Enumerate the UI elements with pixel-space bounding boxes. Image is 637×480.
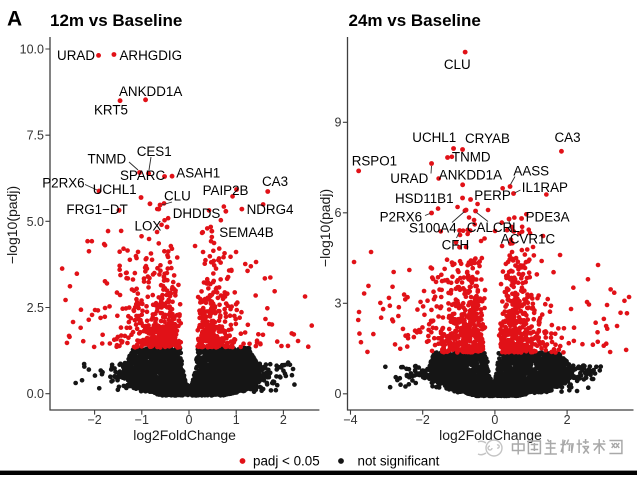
svg-text:HSD11B1: HSD11B1 — [395, 191, 454, 206]
svg-text:CRYAB: CRYAB — [465, 131, 510, 146]
svg-text:2.5: 2.5 — [27, 301, 44, 315]
svg-text:−4: −4 — [343, 413, 357, 427]
svg-text:−1: −1 — [135, 413, 149, 427]
svg-text:ANKDD1A: ANKDD1A — [439, 167, 502, 182]
svg-text:CLU: CLU — [164, 189, 191, 204]
svg-text:9: 9 — [335, 116, 342, 130]
svg-text:CALCRL: CALCRL — [467, 220, 520, 235]
svg-text:padj < 0.05: padj < 0.05 — [253, 453, 320, 468]
svg-text:24m vs Baseline: 24m vs Baseline — [349, 11, 481, 30]
svg-text:TNMD: TNMD — [88, 151, 127, 166]
svg-text:not significant: not significant — [358, 453, 440, 468]
svg-text:6: 6 — [335, 206, 342, 220]
svg-text:PDE3A: PDE3A — [526, 209, 570, 224]
svg-text:ARHGDIG: ARHGDIG — [120, 48, 183, 63]
svg-text:log2FoldChange: log2FoldChange — [439, 427, 542, 443]
svg-text:−2: −2 — [416, 413, 430, 427]
svg-text:A: A — [7, 8, 22, 31]
svg-text:0.0: 0.0 — [27, 387, 44, 401]
svg-text:LOX: LOX — [135, 219, 162, 234]
svg-text:0: 0 — [186, 413, 193, 427]
svg-text:S100A4: S100A4 — [409, 221, 457, 236]
svg-text:−log10(padj): −log10(padj) — [317, 189, 333, 267]
svg-text:2: 2 — [564, 413, 571, 427]
svg-text:CA3: CA3 — [262, 174, 288, 189]
svg-text:DHDDS: DHDDS — [173, 206, 221, 221]
svg-text:IL1RAP: IL1RAP — [522, 180, 568, 195]
svg-text:AASS: AASS — [513, 164, 549, 179]
svg-text:2: 2 — [280, 413, 287, 427]
svg-text:RSPO1: RSPO1 — [352, 153, 397, 168]
svg-text:10.0: 10.0 — [20, 42, 44, 56]
svg-text:SPARC: SPARC — [120, 168, 165, 183]
svg-text:0: 0 — [491, 413, 498, 427]
svg-text:12m vs Baseline: 12m vs Baseline — [50, 11, 182, 30]
svg-text:SEMA4B: SEMA4B — [219, 225, 273, 240]
svg-text:PERP: PERP — [474, 188, 511, 203]
svg-text:ASAH1: ASAH1 — [176, 165, 220, 180]
svg-text:1: 1 — [233, 413, 240, 427]
svg-text:5.0: 5.0 — [27, 215, 44, 229]
svg-text:CLU: CLU — [444, 57, 471, 72]
svg-text:3: 3 — [335, 297, 342, 311]
svg-text:P2RX6: P2RX6 — [380, 209, 422, 224]
svg-text:TNMD: TNMD — [452, 150, 491, 165]
svg-text:UCHL1: UCHL1 — [93, 182, 137, 197]
svg-text:KRT5: KRT5 — [94, 102, 128, 117]
svg-text:CA3: CA3 — [555, 130, 581, 145]
svg-text:UCHL1: UCHL1 — [412, 130, 456, 145]
svg-text:log2FoldChange: log2FoldChange — [133, 427, 236, 443]
svg-text:0: 0 — [335, 387, 342, 401]
svg-text:CES1: CES1 — [137, 144, 172, 159]
svg-text:URAD: URAD — [390, 171, 428, 186]
svg-text:ACVR1C: ACVR1C — [501, 231, 556, 246]
svg-text:URAD: URAD — [57, 48, 95, 63]
svg-text:P2RX6: P2RX6 — [42, 175, 84, 190]
svg-text:ANKDD1A: ANKDD1A — [119, 84, 182, 99]
svg-text:PAIP2B: PAIP2B — [203, 183, 249, 198]
svg-text:CFH: CFH — [442, 237, 470, 252]
svg-text:FRG1−DT: FRG1−DT — [66, 202, 127, 217]
svg-text:−2: −2 — [87, 413, 101, 427]
svg-text:−log10(padj): −log10(padj) — [4, 186, 20, 264]
svg-text:NDRG4: NDRG4 — [247, 202, 294, 217]
svg-text:7.5: 7.5 — [27, 129, 44, 143]
